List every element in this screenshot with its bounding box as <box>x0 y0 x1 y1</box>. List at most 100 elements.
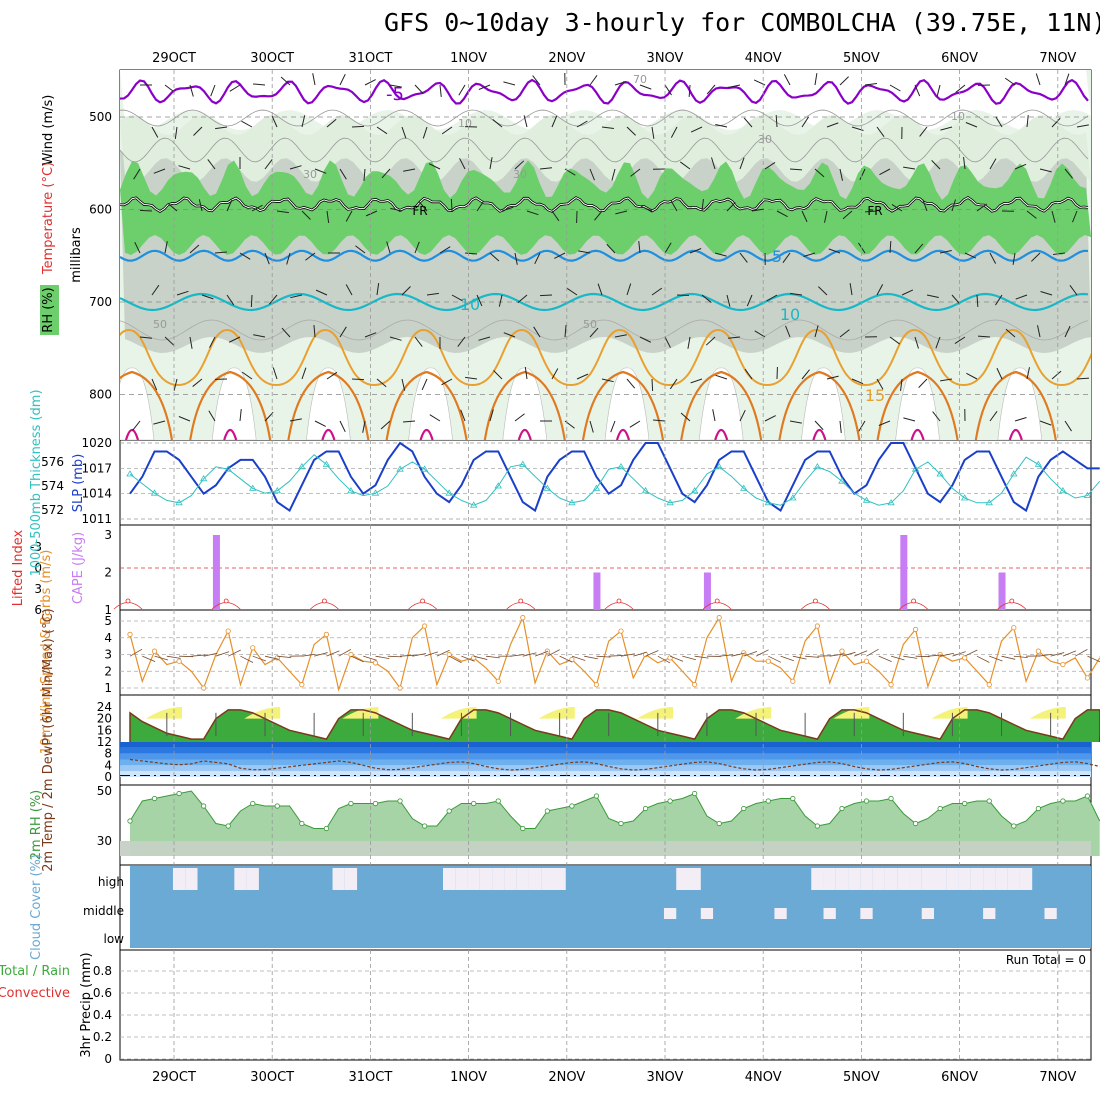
wind-speed-line-point <box>446 651 452 658</box>
wind-barb <box>687 336 691 349</box>
wind-barb <box>814 420 824 431</box>
wind-barb <box>198 199 203 212</box>
wind-barb <box>751 208 764 212</box>
wind-barb <box>739 252 748 263</box>
wind-barb <box>239 252 251 260</box>
thickness-tick: 574 <box>41 479 64 493</box>
top-date-7NOV: 7NOV <box>1039 51 1076 66</box>
temp-max-fill <box>735 707 772 719</box>
cape-tick: 3 <box>104 528 112 542</box>
wind-barb <box>253 83 266 86</box>
li-tick: 3 <box>34 582 42 596</box>
cloud-row-label: middle <box>83 904 124 918</box>
cloud-label: Cloud Cover (%) <box>29 854 44 960</box>
wind-barb <box>927 654 942 657</box>
rh-line-point <box>765 798 771 804</box>
bottom-date-29OCT: 29OCT <box>152 1070 196 1085</box>
isotherm-25 <box>517 428 532 440</box>
wind-barb <box>365 210 378 217</box>
contour-label: 70 <box>633 73 647 86</box>
wind-barb <box>711 157 716 170</box>
wind-speed-line-point <box>888 682 894 688</box>
wind-barb <box>380 420 391 430</box>
wind-barb <box>1026 367 1030 380</box>
wind-barb <box>706 84 716 95</box>
wind-barb <box>424 651 439 657</box>
cloud-gap-high <box>528 868 542 890</box>
thickness-line-point <box>396 465 404 472</box>
legend-total-rain: Total / Rain <box>0 964 70 979</box>
rh-line-point <box>250 800 256 807</box>
wind-barb <box>878 420 891 426</box>
wind-barb <box>596 655 611 658</box>
wind-barb <box>826 375 839 380</box>
wind-barb <box>429 414 441 422</box>
wind-barb <box>401 378 406 391</box>
wind-barb <box>1001 655 1016 660</box>
wind-barb <box>651 287 663 296</box>
wind-barb <box>301 210 311 220</box>
wind-barb <box>731 652 746 657</box>
thickness-line-point <box>298 463 306 470</box>
wind-barb <box>439 246 451 254</box>
thickness-line-point <box>1034 460 1043 467</box>
wind-barb <box>214 251 227 254</box>
bottom-date-1NOV: 1NOV <box>450 1070 487 1085</box>
wind-speed-line-point <box>912 626 919 632</box>
wind-speed-line-point <box>176 658 182 664</box>
cape-label: CAPE (J/kg) <box>71 532 86 604</box>
wind-barb <box>719 654 734 657</box>
li-tick: 6 <box>34 603 42 617</box>
cloud-gap-high <box>541 868 554 890</box>
wind-barb <box>918 378 928 388</box>
wind-barb <box>229 84 241 92</box>
rh-line-point <box>937 805 943 812</box>
wind-barb <box>315 289 328 296</box>
wind-barb <box>705 336 716 346</box>
cloud-gap-high <box>455 868 468 890</box>
wind-barb <box>785 325 791 338</box>
wind-barb <box>457 336 466 347</box>
cloud-gap-high <box>492 868 505 890</box>
isotherm-20 <box>974 370 1057 440</box>
isotherm-5 <box>120 249 1089 262</box>
cloud-gap-high <box>332 868 345 890</box>
wind-barb <box>251 204 263 212</box>
wind-barb <box>376 126 388 135</box>
rh-line-point <box>323 825 329 832</box>
temp-max-fill <box>244 707 281 719</box>
wind-barb <box>241 120 253 128</box>
cloud-gap-high <box>467 868 480 890</box>
contour-label: 10 <box>780 305 800 324</box>
wind-barb <box>1051 210 1056 223</box>
wind-barb <box>639 84 652 90</box>
precip-tick: 0.6 <box>93 986 112 1000</box>
wind-barb <box>290 294 303 299</box>
wind-barb <box>203 652 218 657</box>
wind-barb <box>193 126 203 136</box>
pressure-tick: 500 <box>89 110 112 124</box>
li-point <box>125 598 131 604</box>
temp-tick: 16 <box>97 723 112 737</box>
thickness-line-point <box>543 484 552 491</box>
wind-barb <box>657 655 671 664</box>
wind-barb <box>339 168 347 180</box>
wind-barb <box>178 416 191 422</box>
wind-barb <box>139 209 153 212</box>
cloud-gap-high <box>688 868 701 890</box>
thickness-line-point <box>1059 487 1067 494</box>
wind-barb <box>739 409 746 422</box>
wind-barb <box>493 370 503 380</box>
rh-legend-swatch <box>40 285 59 335</box>
wind-barb <box>376 283 380 296</box>
wind-barb <box>903 166 916 170</box>
precip-tick: 0.4 <box>93 1008 112 1022</box>
cloud-gap-middle <box>774 908 787 919</box>
wind-barb <box>465 376 478 380</box>
bottom-date-4NOV: 4NOV <box>745 1070 782 1085</box>
wind-barb <box>864 83 877 86</box>
wind-barb <box>903 417 916 422</box>
wind-barb <box>326 650 340 657</box>
wind-barb <box>829 653 844 657</box>
wind-barb <box>783 74 791 86</box>
